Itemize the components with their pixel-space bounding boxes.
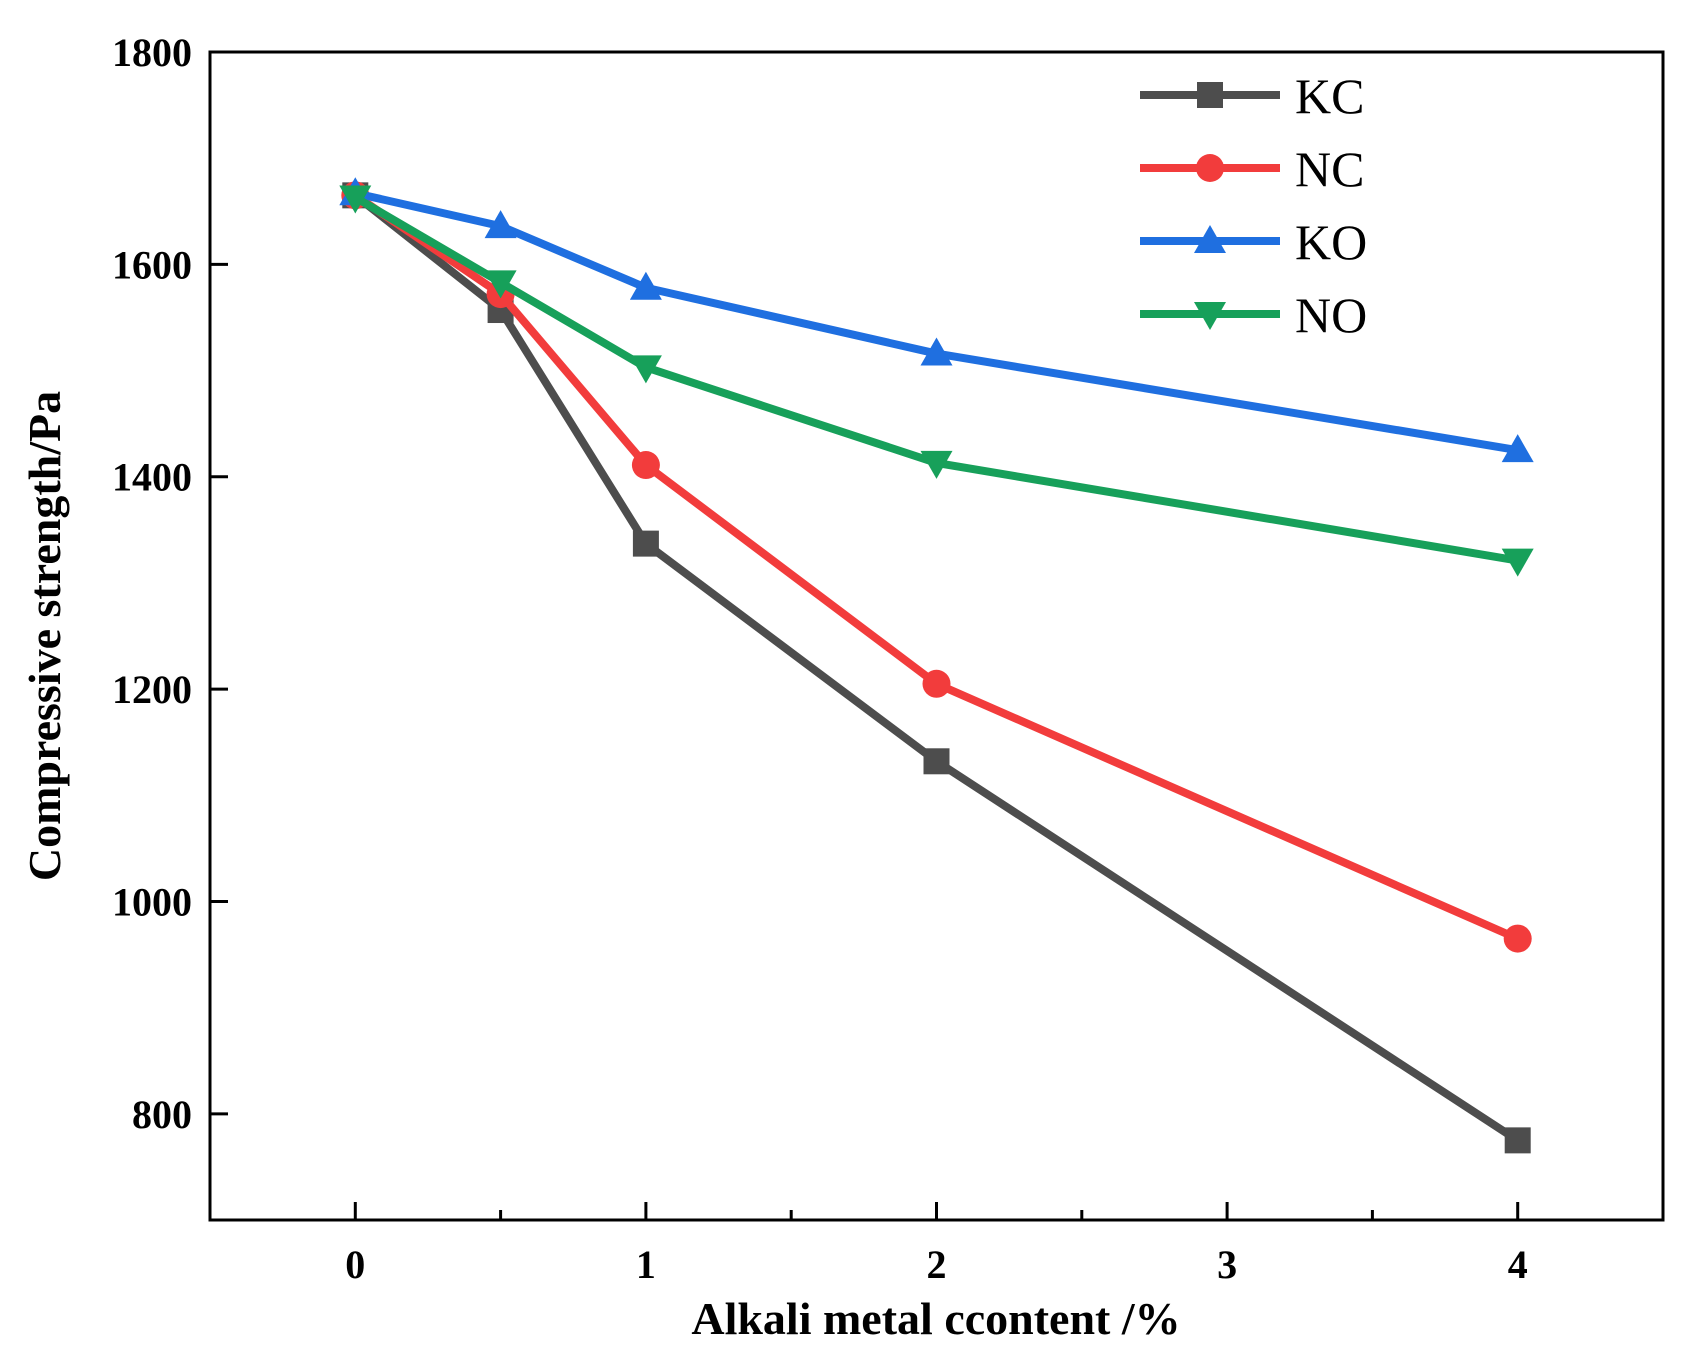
x-tick-label: 3 (1217, 1242, 1237, 1287)
y-tick-label: 1400 (112, 455, 192, 500)
series-group (339, 177, 1534, 1154)
data-point-no (484, 270, 517, 299)
x-tick-label: 2 (927, 1242, 947, 1287)
legend: KC NC KO NO (1140, 68, 1367, 343)
x-tick-label: 1 (636, 1242, 656, 1287)
legend-marker (1194, 225, 1226, 253)
legend-marker (1194, 302, 1226, 330)
legend-item-kc: KC (1140, 68, 1364, 124)
data-point-ko (484, 210, 517, 239)
y-tick-label: 1200 (112, 667, 192, 712)
axis-ticks: 0 1 2 3 4 800 1000 1200 1400 1600 1800 (112, 30, 1528, 1287)
series-no (339, 185, 1534, 577)
data-point-nc (922, 669, 951, 698)
legend-label: NC (1295, 141, 1364, 197)
x-tick-label: 4 (1508, 1242, 1528, 1287)
legend-item-nc: NC (1140, 141, 1364, 197)
data-point-kc (923, 748, 950, 775)
legend-item-ko: KO (1140, 214, 1367, 270)
legend-marker (1197, 82, 1223, 108)
data-point-no (339, 185, 372, 214)
data-point-nc (1503, 924, 1532, 953)
data-point-ko (629, 271, 662, 300)
plot-frame (208, 50, 1665, 1222)
data-point-kc (632, 530, 659, 557)
data-point-ko (920, 337, 953, 366)
legend-marker (1196, 154, 1224, 182)
y-tick-label: 1600 (112, 242, 192, 287)
x-tick-label: 0 (345, 1242, 365, 1287)
legend-label: KO (1295, 214, 1367, 270)
legend-item-no: NO (1140, 287, 1367, 343)
data-point-ko (1501, 434, 1534, 463)
y-tick-label: 800 (132, 1092, 192, 1137)
legend-label: KC (1295, 68, 1364, 124)
data-point-no (920, 450, 953, 479)
y-tick-label: 1000 (112, 879, 192, 924)
y-tick-label: 1800 (112, 30, 192, 75)
data-point-kc (1504, 1127, 1531, 1154)
data-point-nc (631, 451, 660, 480)
data-point-no (629, 355, 662, 384)
y-axis-title: Compressive strength/Pa (19, 391, 70, 881)
x-axis-title: Alkali metal ccontent /% (691, 1293, 1180, 1344)
legend-label: NO (1295, 287, 1367, 343)
data-point-no (1501, 548, 1534, 577)
